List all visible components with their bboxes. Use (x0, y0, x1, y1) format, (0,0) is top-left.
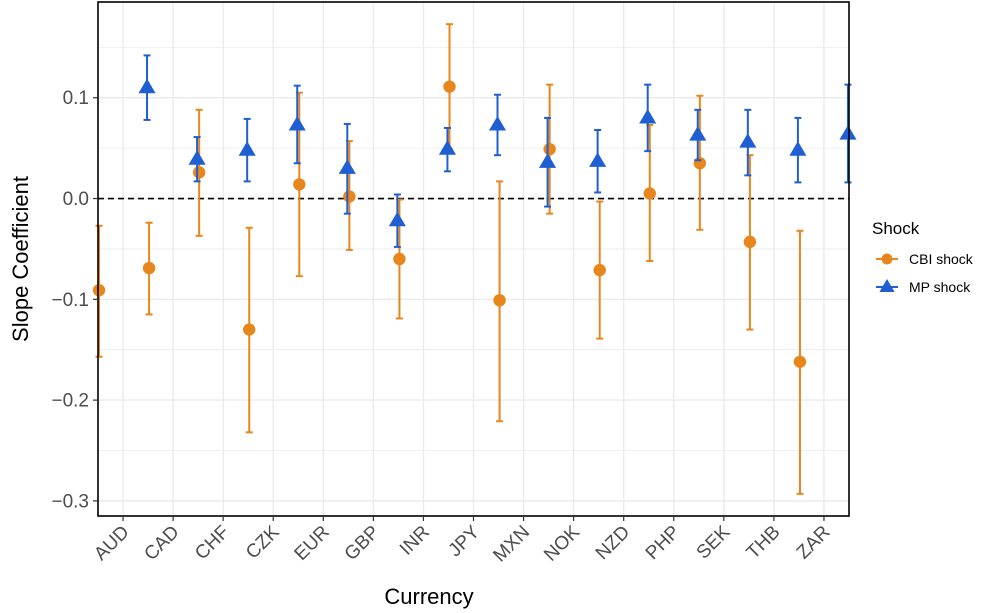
legend-key-marker (881, 253, 893, 265)
y-axis: 0.1 0.0 −0.1 −0.2 −0.3 (51, 88, 98, 512)
point-marker (192, 166, 206, 179)
y-tick-label: 0.1 (63, 88, 89, 109)
x-tick-label: EUR (291, 522, 334, 565)
x-tick-label: PHP (642, 522, 684, 564)
x-tick-label: INR (396, 522, 434, 560)
legend-label: MP shock (909, 279, 971, 295)
x-tick-label: SEK (693, 521, 735, 563)
legend-item: MP shock (876, 279, 971, 295)
y-tick-label: −0.1 (51, 290, 89, 311)
point-marker (793, 355, 807, 368)
point-marker (488, 115, 507, 131)
point-marker (443, 80, 456, 93)
point-marker (839, 125, 857, 140)
point-marker (388, 211, 406, 227)
point-marker (743, 235, 757, 249)
point-marker (493, 294, 506, 307)
series-mp-shock (138, 54, 857, 248)
y-axis-title: Slope Coefficient (8, 176, 33, 342)
x-tick-label: THB (743, 522, 785, 564)
point-marker (639, 108, 657, 124)
point-marker (288, 115, 306, 131)
point-marker (543, 142, 556, 156)
legend-item: CBI shock (876, 251, 974, 267)
point-marker (539, 153, 557, 168)
series-cbi-shock (92, 23, 807, 495)
x-axis: AUD CAD CHF CZK EUR GBP INR JPY MXN NOK NZD PHP SEK T… (90, 516, 835, 567)
data-marks (92, 23, 857, 495)
point-marker (138, 78, 156, 94)
y-tick-label: 0.0 (63, 189, 89, 210)
x-tick-label: MXN (489, 522, 534, 567)
x-tick-label: ZAR (793, 522, 835, 564)
point-marker (789, 141, 807, 156)
x-axis-title: Currency (384, 584, 473, 609)
point-marker (393, 252, 406, 266)
x-tick-label: JPY (445, 521, 485, 561)
x-tick-label: NZD (592, 522, 634, 564)
point-marker (188, 150, 206, 165)
point-marker (643, 187, 656, 200)
x-tick-label: CZK (242, 521, 284, 563)
point-marker (92, 284, 106, 297)
point-marker (142, 261, 156, 275)
point-marker (438, 140, 456, 155)
point-marker (589, 152, 607, 167)
legend-label: CBI shock (909, 251, 974, 267)
legend-key-marker (879, 279, 895, 292)
point-marker (238, 141, 256, 156)
y-tick-label: −0.3 (51, 491, 89, 512)
y-tick-label: −0.2 (51, 391, 89, 412)
point-marker (593, 263, 606, 277)
x-tick-label: NOK (540, 521, 584, 565)
point-marker (689, 126, 707, 141)
point-marker (293, 178, 306, 191)
grid (98, 2, 849, 516)
point-marker (739, 133, 757, 148)
x-tick-label: CAD (140, 522, 183, 565)
point-marker (693, 157, 707, 170)
x-tick-label: AUD (90, 522, 133, 565)
point-marker (338, 159, 356, 174)
x-tick-label: GBP (341, 522, 384, 565)
point-marker (243, 323, 256, 336)
legend-title: Shock (872, 219, 920, 238)
point-marker (343, 190, 356, 203)
legend: Shock CBI shock MP shock (872, 219, 974, 295)
x-tick-label: CHF (191, 522, 233, 564)
